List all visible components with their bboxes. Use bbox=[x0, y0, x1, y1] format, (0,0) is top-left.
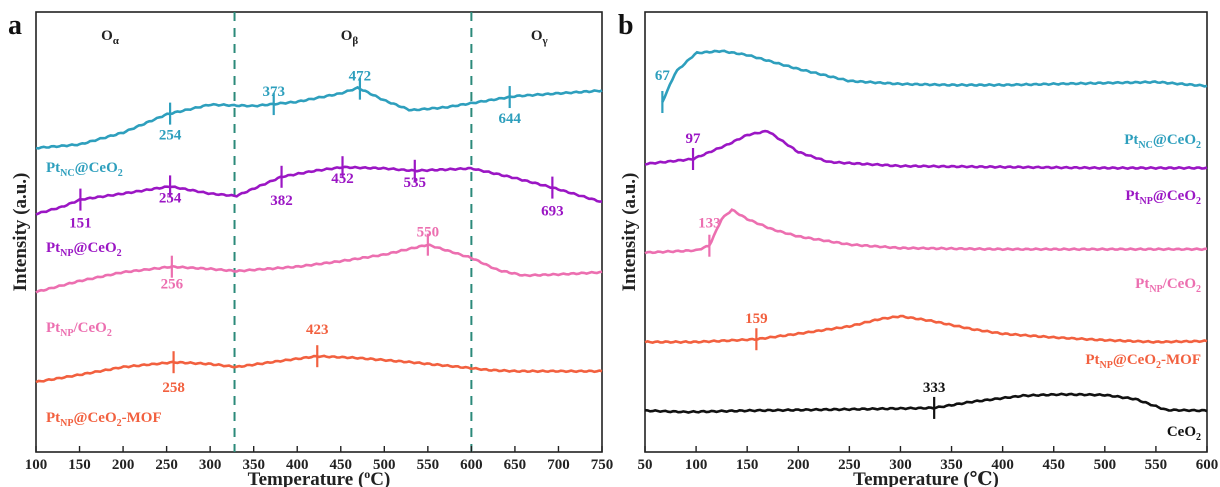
plot-frame-b bbox=[644, 11, 1208, 453]
x-tick-label: 250 bbox=[155, 457, 178, 473]
x-tick-label: 500 bbox=[1094, 457, 1117, 473]
x-tick-label: 600 bbox=[1196, 457, 1219, 473]
peak-label: 67 bbox=[655, 68, 671, 84]
x-tick-label: 700 bbox=[547, 457, 570, 473]
plot-frame-a bbox=[35, 11, 603, 453]
series-line bbox=[35, 165, 603, 216]
y-axis-label-b: Intensity (a.u.) bbox=[619, 173, 640, 292]
x-tick-label: 400 bbox=[286, 457, 309, 473]
panel-letter-a: a bbox=[8, 10, 22, 41]
x-tick-label: 50 bbox=[638, 457, 653, 473]
x-tick-label: 450 bbox=[330, 457, 353, 473]
region-label: Oβ bbox=[341, 28, 359, 47]
x-axis-label-b: Temperature (℃) bbox=[853, 469, 999, 487]
peak-label: 423 bbox=[306, 322, 329, 338]
peak-label: 133 bbox=[698, 216, 721, 232]
x-tick-label: 300 bbox=[889, 457, 912, 473]
x-tick-label: 300 bbox=[199, 457, 222, 473]
panel-letter-b: b bbox=[618, 10, 634, 41]
series-line bbox=[35, 243, 603, 294]
peak-label: 382 bbox=[270, 193, 293, 209]
x-tick-label: 650 bbox=[504, 457, 527, 473]
series-line bbox=[644, 392, 1208, 414]
peak-label: 472 bbox=[349, 69, 372, 85]
x-tick-label: 100 bbox=[685, 457, 708, 473]
peak-label: 97 bbox=[686, 131, 702, 147]
x-tick-label: 150 bbox=[736, 457, 759, 473]
x-tick-label: 450 bbox=[1042, 457, 1065, 473]
region-label: Oγ bbox=[531, 28, 548, 47]
peak-label: 256 bbox=[161, 277, 184, 293]
series-name: PtNC@CeO2 bbox=[1124, 132, 1201, 151]
series-name: PtNP@CeO2-MOF bbox=[46, 410, 162, 429]
peak-label: 373 bbox=[262, 84, 285, 100]
series-line bbox=[661, 49, 1208, 103]
x-ticks-a: 100 150 200 250 300 350 400 450 500 550 600 650 700 7… bbox=[25, 446, 614, 473]
x-tick-label: 600 bbox=[460, 457, 483, 473]
series-group-a: 254 373 472 644 PtNC@CeO2 151 254 382 452 535 693 P… bbox=[35, 69, 603, 429]
series-name: PtNC@CeO2 bbox=[46, 160, 123, 179]
series-name: PtNP@CeO2 bbox=[46, 240, 122, 259]
x-tick-label: 200 bbox=[787, 457, 810, 473]
region-label: Oα bbox=[101, 28, 120, 47]
series-line bbox=[644, 314, 1208, 344]
series-line bbox=[35, 354, 603, 384]
series-line bbox=[35, 85, 603, 150]
x-tick-label: 150 bbox=[68, 457, 91, 473]
peak-label: 693 bbox=[541, 204, 564, 220]
x-tick-label: 550 bbox=[1145, 457, 1168, 473]
x-tick-label: 350 bbox=[940, 457, 963, 473]
peak-label: 550 bbox=[417, 225, 440, 241]
series-name: PtNP/CeO2 bbox=[46, 320, 112, 339]
series-name: PtNP@CeO2 bbox=[1125, 188, 1201, 207]
x-tick-label: 550 bbox=[417, 457, 440, 473]
y-axis-label-a: Intensity (a.u.) bbox=[10, 173, 31, 292]
series-line bbox=[644, 208, 1208, 255]
peak-label: 535 bbox=[404, 175, 427, 191]
series-name: PtNP/CeO2 bbox=[1135, 276, 1201, 295]
peak-label: 254 bbox=[159, 190, 182, 206]
series-name: PtNP@CeO2-MOF bbox=[1085, 352, 1201, 371]
peak-label: 159 bbox=[745, 311, 768, 327]
x-axis-label-a: Temperature (oC) bbox=[248, 467, 391, 487]
peak-label: 644 bbox=[498, 111, 521, 127]
series-name: CeO2 bbox=[1167, 424, 1201, 443]
x-tick-label: 250 bbox=[838, 457, 861, 473]
series-line bbox=[644, 129, 1208, 170]
x-tick-label: 100 bbox=[25, 457, 48, 473]
series-group-b: 67 PtNC@CeO2 97 PtNP@CeO2 133 PtNP/CeO2 159 PtN… bbox=[644, 49, 1208, 443]
peak-label: 333 bbox=[923, 380, 946, 396]
x-ticks-b: 50 100 150 200 250 300 350 400 450 500 550 600 bbox=[638, 446, 1219, 473]
chart-panel-a: Oα Oβ Oγ 100 150 200 250 300 350 400 450 500 550 600… bbox=[10, 11, 614, 487]
x-tick-label: 200 bbox=[112, 457, 135, 473]
peak-label: 151 bbox=[69, 216, 92, 232]
x-tick-label: 350 bbox=[242, 457, 265, 473]
peak-label: 254 bbox=[159, 128, 182, 144]
peak-label: 258 bbox=[162, 380, 185, 396]
chart-panel-b: 50 100 150 200 250 300 350 400 450 500 550 600 67 Pt… bbox=[619, 11, 1219, 487]
peak-label: 452 bbox=[331, 171, 354, 187]
x-tick-label: 500 bbox=[373, 457, 396, 473]
region-labels-a: Oα Oβ Oγ bbox=[101, 28, 548, 47]
x-tick-label: 750 bbox=[591, 457, 614, 473]
x-tick-label: 400 bbox=[991, 457, 1014, 473]
